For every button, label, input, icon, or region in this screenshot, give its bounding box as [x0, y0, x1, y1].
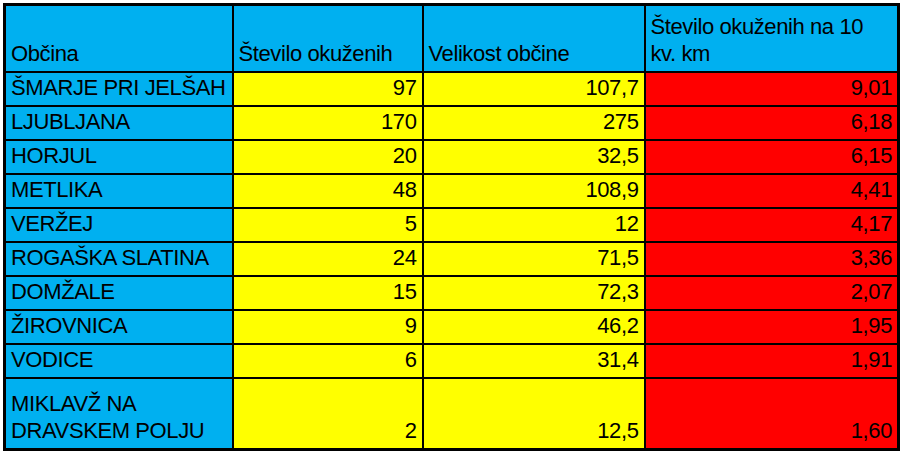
cell-infected-count[interactable]: 6	[233, 344, 423, 378]
cell-density[interactable]: 1,91	[645, 344, 899, 378]
cell-municipality[interactable]: ŽIROVNICA	[5, 310, 233, 344]
header-row: Občina Število okuženih Velikost občine …	[5, 5, 899, 72]
cell-municipality[interactable]: METLIKA	[5, 174, 233, 208]
cell-infected-count[interactable]: 5	[233, 208, 423, 242]
cell-municipality[interactable]: LJUBLJANA	[5, 106, 233, 140]
table-row: VERŽEJ 5 12 4,17	[5, 208, 899, 242]
table-row: ROGAŠKA SLATINA 24 71,5 3,36	[5, 242, 899, 276]
cell-infected-count[interactable]: 48	[233, 174, 423, 208]
cell-infected-count[interactable]: 20	[233, 140, 423, 174]
cell-density[interactable]: 2,07	[645, 276, 899, 310]
cell-municipality[interactable]: DOMŽALE	[5, 276, 233, 310]
cell-municipality-size[interactable]: 12,5	[423, 378, 645, 450]
infection-table: Občina Število okuženih Velikost občine …	[3, 3, 900, 451]
cell-municipality-size[interactable]: 275	[423, 106, 645, 140]
table-row: ŠMARJE PRI JELŠAH 97 107,7 9,01	[5, 72, 899, 106]
header-cell-density[interactable]: Število okuženih na 10 kv. km	[645, 5, 899, 72]
cell-municipality[interactable]: ROGAŠKA SLATINA	[5, 242, 233, 276]
table-row: DOMŽALE 15 72,3 2,07	[5, 276, 899, 310]
header-cell-municipality[interactable]: Občina	[5, 5, 233, 72]
cell-infected-count[interactable]: 97	[233, 72, 423, 106]
cell-municipality[interactable]: MIKLAVŽ NA DRAVSKEM POLJU	[5, 378, 233, 450]
cell-infected-count[interactable]: 15	[233, 276, 423, 310]
cell-municipality[interactable]: ŠMARJE PRI JELŠAH	[5, 72, 233, 106]
cell-infected-count[interactable]: 2	[233, 378, 423, 450]
table-row: HORJUL 20 32,5 6,15	[5, 140, 899, 174]
cell-infected-count[interactable]: 170	[233, 106, 423, 140]
cell-infected-count[interactable]: 24	[233, 242, 423, 276]
cell-density[interactable]: 4,41	[645, 174, 899, 208]
header-cell-municipality-size[interactable]: Velikost občine	[423, 5, 645, 72]
table-row: ŽIROVNICA 9 46,2 1,95	[5, 310, 899, 344]
cell-density[interactable]: 6,18	[645, 106, 899, 140]
cell-municipality[interactable]: VERŽEJ	[5, 208, 233, 242]
table-row: VODICE 6 31,4 1,91	[5, 344, 899, 378]
cell-density[interactable]: 6,15	[645, 140, 899, 174]
cell-density[interactable]: 3,36	[645, 242, 899, 276]
table-row: METLIKA 48 108,9 4,41	[5, 174, 899, 208]
header-cell-infected-count[interactable]: Število okuženih	[233, 5, 423, 72]
cell-municipality[interactable]: HORJUL	[5, 140, 233, 174]
cell-density[interactable]: 4,17	[645, 208, 899, 242]
cell-municipality-size[interactable]: 46,2	[423, 310, 645, 344]
cell-infected-count[interactable]: 9	[233, 310, 423, 344]
cell-municipality-size[interactable]: 32,5	[423, 140, 645, 174]
cell-municipality-size[interactable]: 31,4	[423, 344, 645, 378]
cell-density[interactable]: 1,95	[645, 310, 899, 344]
cell-municipality-size[interactable]: 108,9	[423, 174, 645, 208]
cell-municipality-size[interactable]: 71,5	[423, 242, 645, 276]
cell-municipality-size[interactable]: 12	[423, 208, 645, 242]
cell-density[interactable]: 1,60	[645, 378, 899, 450]
table-row: LJUBLJANA 170 275 6,18	[5, 106, 899, 140]
cell-municipality-size[interactable]: 72,3	[423, 276, 645, 310]
cell-density[interactable]: 9,01	[645, 72, 899, 106]
cell-municipality-size[interactable]: 107,7	[423, 72, 645, 106]
cell-municipality[interactable]: VODICE	[5, 344, 233, 378]
table-row: MIKLAVŽ NA DRAVSKEM POLJU 2 12,5 1,60	[5, 378, 899, 450]
